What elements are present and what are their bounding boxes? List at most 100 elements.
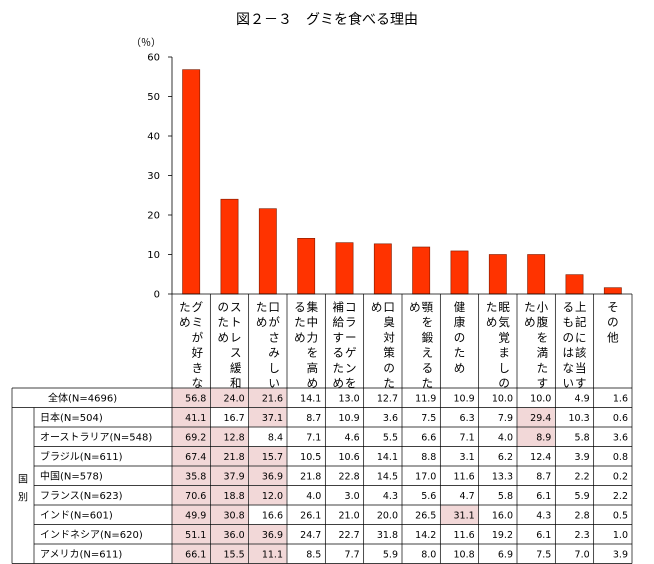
category-label-char: を — [537, 330, 549, 344]
highlight-cell — [249, 466, 287, 485]
category-label-char: が — [192, 330, 204, 344]
table-cell: 49.9 — [185, 510, 206, 521]
category-label-char: 策 — [383, 346, 395, 360]
category-label-char: 康 — [454, 315, 466, 329]
table-cell: 18.8 — [224, 491, 245, 502]
group-label-char: 別 — [18, 492, 28, 504]
category-label-char: る — [294, 300, 306, 314]
table-cell: 16.6 — [262, 510, 283, 521]
category-label-char: た — [454, 346, 466, 360]
table-cell: 24.0 — [224, 393, 245, 404]
table-cell: 0.6 — [613, 413, 628, 424]
table-cell: 15.5 — [224, 549, 245, 560]
bar — [488, 254, 507, 295]
row-label: アメリカ(N=611) — [40, 548, 122, 560]
highlight-cell — [249, 525, 287, 544]
table-cell: 5.8 — [575, 432, 590, 443]
category-label-char: 対 — [383, 330, 395, 344]
table-cell: 17.0 — [415, 471, 436, 482]
table-cell: 36.9 — [262, 471, 283, 482]
category-label-char: ミ — [192, 315, 204, 329]
category-label-char: 記 — [575, 315, 587, 329]
table-cell: 5.9 — [383, 549, 398, 560]
category-label-char: の — [218, 300, 230, 314]
category-label-char: 補 — [333, 300, 345, 314]
table-cell: 3.6 — [613, 432, 628, 443]
category-label-char: た — [383, 376, 395, 390]
table-cell: 37.1 — [262, 413, 283, 424]
row-label: ブラジル(N=611) — [40, 450, 123, 463]
highlight-cell — [172, 408, 210, 427]
chart-title: 図２－３ グミを食べる理由 — [236, 11, 418, 28]
category-label-char: す — [575, 376, 587, 390]
table-cell: 7.5 — [421, 413, 436, 424]
highlight-cell — [172, 388, 210, 407]
category-label-char: 高 — [307, 361, 319, 375]
table-cell: 11.6 — [454, 471, 475, 482]
table-cell: 2.3 — [575, 530, 590, 541]
group-label-char: 国 — [18, 474, 28, 486]
category-label-char: め — [179, 315, 191, 329]
table-cell: 6.1 — [536, 530, 551, 541]
table-cell: 4.0 — [498, 432, 513, 443]
category-label-char: た — [422, 376, 434, 390]
highlight-cell — [172, 486, 210, 505]
bar — [182, 69, 201, 295]
y-tick-label: 20 — [147, 211, 160, 222]
category-label-char: め — [333, 376, 345, 390]
table-cell: 1.6 — [613, 393, 628, 404]
table-cell: 5.9 — [575, 491, 590, 502]
table-cell: 2.8 — [575, 510, 590, 521]
bar — [565, 274, 584, 295]
table-cell: 67.4 — [185, 452, 206, 463]
category-label-char: る — [563, 300, 575, 314]
category-label-char: が — [268, 315, 280, 329]
table-cell: 11.9 — [415, 393, 436, 404]
category-label-char: た — [256, 300, 268, 314]
table-cell: 29.4 — [530, 413, 551, 424]
table-cell: 70.6 — [185, 491, 206, 502]
category-label-char: グ — [192, 300, 204, 314]
table-cell: 7.7 — [345, 549, 360, 560]
table-cell: 7.0 — [575, 549, 590, 560]
category-label-char: め — [486, 315, 498, 329]
row-label: インド(N=601) — [40, 510, 113, 521]
table-cell: 4.7 — [460, 491, 475, 502]
table-cell: 4.0 — [306, 491, 321, 502]
table-cell: 10.0 — [492, 393, 513, 404]
table-cell: 24.7 — [300, 530, 321, 541]
table-cell: 6.6 — [421, 432, 436, 443]
table-cell: 21.0 — [339, 510, 360, 521]
table-cell: 10.8 — [454, 549, 475, 560]
table-cell: 15.7 — [262, 452, 283, 463]
table-cell: 2.2 — [575, 471, 590, 482]
table-cell: 4.6 — [345, 432, 360, 443]
highlight-cell — [210, 466, 249, 485]
highlight-cell — [172, 544, 210, 563]
table-cell: 10.0 — [530, 393, 551, 404]
table-cell: 14.1 — [377, 452, 398, 463]
table-cell: 26.1 — [300, 510, 321, 521]
category-label-char: た — [333, 361, 345, 375]
table-cell: 13.0 — [339, 393, 360, 404]
row-label: 日本(N=504) — [40, 411, 103, 424]
table-cell: 35.8 — [185, 471, 206, 482]
highlight-cell — [249, 447, 287, 466]
bar — [527, 254, 546, 295]
table-cell: 13.3 — [492, 471, 513, 482]
table-cell: 7.9 — [498, 413, 513, 424]
category-label-char: た — [179, 300, 191, 314]
category-label-char: の — [563, 330, 575, 344]
category-label-char: 他 — [607, 330, 619, 344]
table-cell: 10.9 — [339, 413, 360, 424]
category-label-char: 臭 — [383, 315, 395, 329]
category-label-char: の — [383, 361, 395, 375]
category-label-char: え — [422, 346, 434, 360]
category-label-char: さ — [268, 330, 280, 344]
highlight-cell — [210, 505, 249, 524]
table-cell: 19.2 — [492, 530, 513, 541]
highlight-cell — [210, 427, 249, 446]
category-label-char: る — [422, 361, 434, 375]
table-cell: 5.8 — [498, 491, 513, 502]
y-tick-label: 50 — [147, 92, 160, 103]
